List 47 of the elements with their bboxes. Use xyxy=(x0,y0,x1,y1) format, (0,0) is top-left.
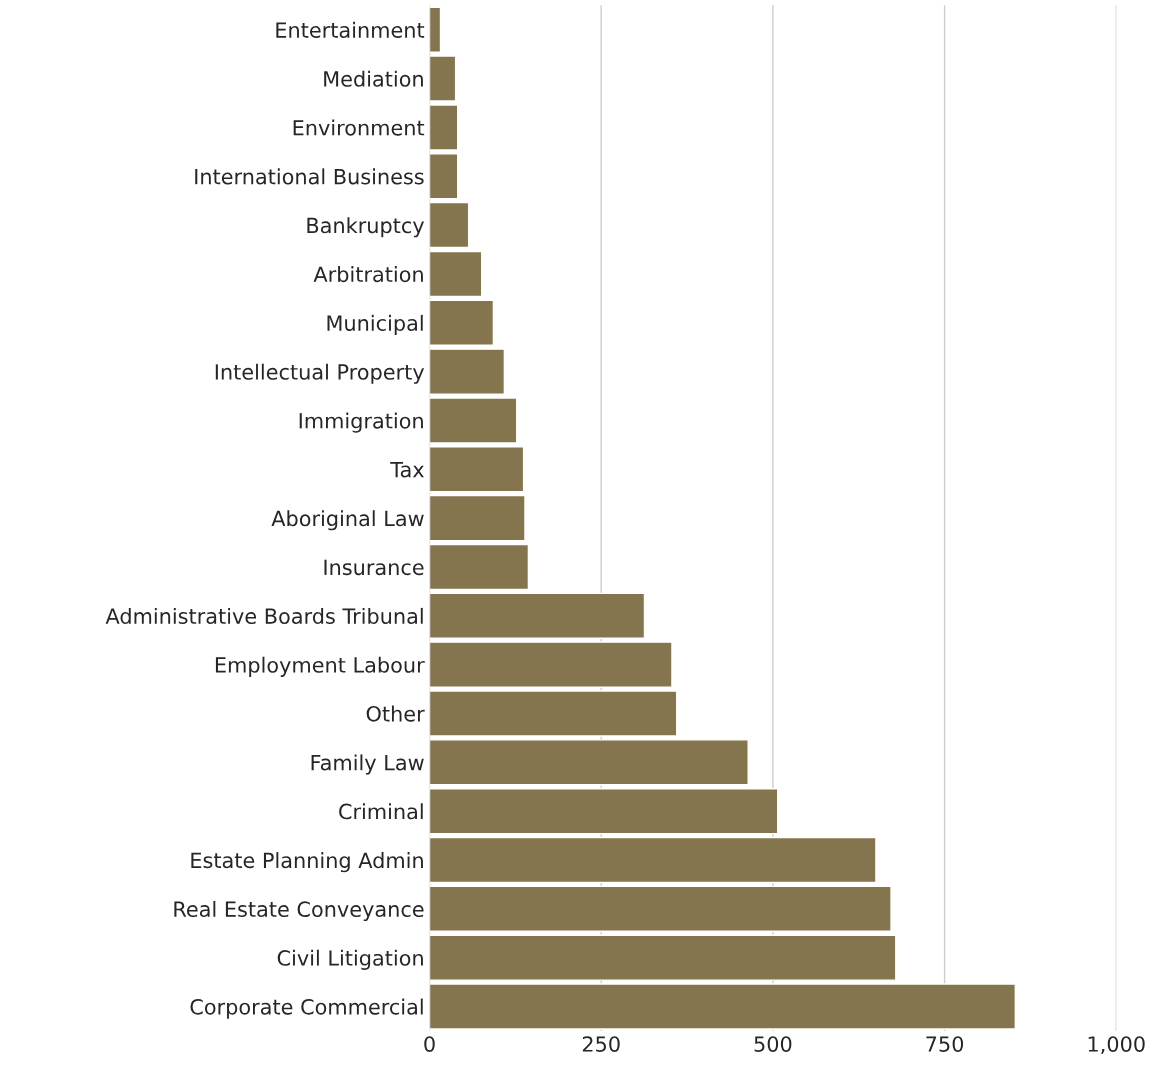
bar xyxy=(429,885,892,932)
y-tick-label: Intellectual Property xyxy=(215,363,425,384)
x-tick-label: 500 xyxy=(754,1036,792,1052)
y-tick-label: Tax xyxy=(390,462,424,478)
bar xyxy=(429,348,506,395)
bar xyxy=(429,299,495,346)
y-tick-label: Corporate Commercial xyxy=(190,998,423,1019)
bar xyxy=(429,104,459,151)
bar xyxy=(429,983,1017,1030)
y-tick-label: Civil Litigation xyxy=(277,949,423,970)
bar xyxy=(429,592,646,639)
y-tick-label: Employment Labour xyxy=(215,656,425,677)
bar xyxy=(429,446,525,493)
bar xyxy=(429,494,526,542)
bar xyxy=(429,543,530,591)
y-tick-label: Entertainment xyxy=(276,21,425,38)
bar xyxy=(429,55,457,102)
bar xyxy=(429,6,442,53)
y-tick-label: Arbitration xyxy=(313,266,423,283)
x-tick-label: 250 xyxy=(582,1036,620,1052)
x-tick-label: 1,000 xyxy=(1088,1036,1145,1055)
bar xyxy=(429,934,897,981)
y-tick-label: International Business xyxy=(195,168,424,185)
bar xyxy=(429,690,678,737)
y-tick-label: Municipal xyxy=(327,314,423,336)
bar xyxy=(429,787,779,835)
bar xyxy=(429,250,483,298)
y-tick-label: Immigration xyxy=(299,412,423,433)
x-tick-label: 0 xyxy=(424,1036,435,1052)
y-tick-label: Environment xyxy=(293,119,425,136)
bar xyxy=(429,201,470,249)
y-tick-label: Mediation xyxy=(324,70,423,87)
y-tick-label: Administrative Boards Tribunal xyxy=(105,607,423,625)
y-tick-label: Aboriginal Law xyxy=(271,510,424,531)
x-tick-label: 750 xyxy=(926,1036,964,1052)
bar xyxy=(429,397,518,444)
y-tick-label: Other xyxy=(366,705,425,722)
y-tick-label: Criminal xyxy=(339,803,423,820)
bar xyxy=(429,836,877,884)
y-tick-label: Estate Planning Admin xyxy=(191,852,423,873)
y-tick-label: Family Law xyxy=(311,754,424,775)
y-tick-label: Insurance xyxy=(324,559,424,576)
bar xyxy=(429,153,459,200)
y-tick-label: Bankruptcy xyxy=(307,217,425,238)
bar xyxy=(429,739,749,786)
bar xyxy=(429,641,673,688)
y-tick-label: Real Estate Conveyance xyxy=(174,900,424,922)
